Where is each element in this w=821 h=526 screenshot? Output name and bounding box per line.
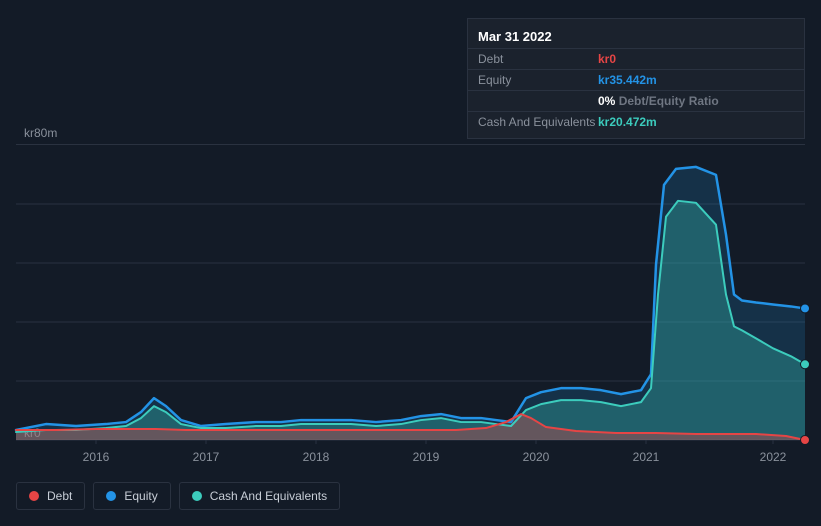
tooltip-label: Equity — [478, 73, 598, 87]
legend-dot-icon — [106, 491, 116, 501]
legend-dot-icon — [192, 491, 202, 501]
legend-item-cash-and-equivalents[interactable]: Cash And Equivalents — [179, 482, 340, 510]
ratio-label: Debt/Equity Ratio — [619, 94, 719, 108]
x-tick-label: 2018 — [303, 450, 330, 464]
x-tick-label: 2016 — [83, 450, 110, 464]
tooltip-value: kr0 — [598, 52, 616, 66]
x-tick-label: 2017 — [193, 450, 220, 464]
legend-label: Equity — [124, 489, 157, 503]
tooltip-label — [478, 94, 598, 108]
legend-label: Cash And Equivalents — [210, 489, 327, 503]
tooltip-label: Debt — [478, 52, 598, 66]
legend-dot-icon — [29, 491, 39, 501]
tooltip-row-debt: Debt kr0 — [468, 49, 804, 70]
y-axis-max-label: kr80m — [24, 126, 57, 140]
tooltip-date: Mar 31 2022 — [468, 25, 804, 49]
tooltip-value: 0% Debt/Equity Ratio — [598, 94, 719, 108]
x-tick-label: 2021 — [633, 450, 660, 464]
legend-label: Debt — [47, 489, 72, 503]
chart-plot-area[interactable] — [16, 144, 805, 440]
x-tick-label: 2020 — [523, 450, 550, 464]
tooltip-value: kr35.442m — [598, 73, 657, 87]
tooltip-value: kr20.472m — [598, 115, 657, 129]
chart-legend: Debt Equity Cash And Equivalents — [16, 482, 340, 510]
tooltip-label: Cash And Equivalents — [478, 115, 598, 129]
tooltip-row-cash: Cash And Equivalents kr20.472m — [468, 112, 804, 132]
tooltip-row-ratio: 0% Debt/Equity Ratio — [468, 91, 804, 112]
tooltip-row-equity: Equity kr35.442m — [468, 70, 804, 91]
legend-item-equity[interactable]: Equity — [93, 482, 170, 510]
legend-item-debt[interactable]: Debt — [16, 482, 85, 510]
x-tick-label: 2019 — [413, 450, 440, 464]
x-tick-label: 2022 — [760, 450, 787, 464]
x-axis: 2016 2017 2018 2019 2020 2021 2022 — [16, 448, 805, 468]
chart-svg — [16, 145, 805, 440]
chart-tooltip: Mar 31 2022 Debt kr0 Equity kr35.442m 0%… — [467, 18, 805, 139]
ratio-percent: 0% — [598, 94, 615, 108]
